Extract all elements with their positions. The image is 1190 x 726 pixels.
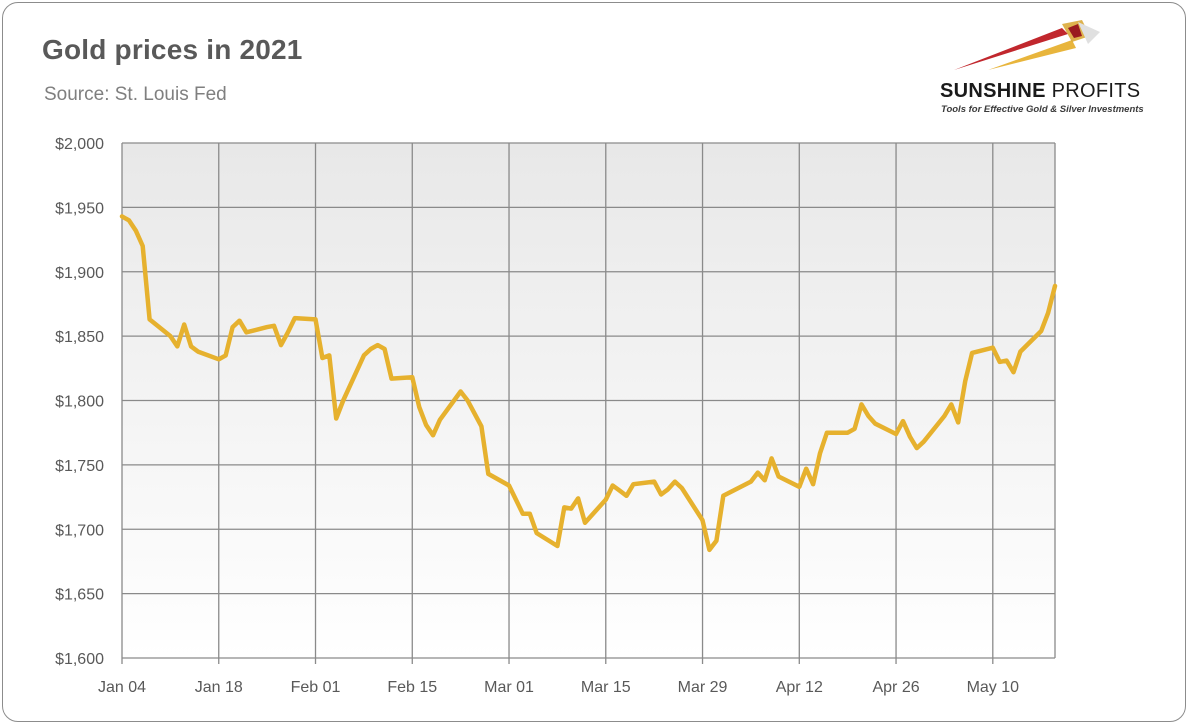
x-tick-label: Mar 29 xyxy=(678,679,728,696)
x-tick-label: Feb 15 xyxy=(387,679,437,696)
x-tick-label: May 10 xyxy=(967,679,1020,696)
y-axis-tick-labels: $1,600 $1,650 $1,700 $1,750 $1,800 $1,850 $1,9… xyxy=(55,136,104,668)
logo-name-part2: PROFITS xyxy=(1051,80,1141,102)
y-tick-label: $1,600 xyxy=(55,651,104,668)
logo-mark-icon xyxy=(954,20,1100,70)
x-tick-label: Jan 04 xyxy=(98,679,146,696)
series-layer xyxy=(119,214,1058,553)
x-tick-label: Mar 01 xyxy=(484,679,534,696)
x-gridlines xyxy=(121,143,1056,664)
chart-subtitle: Source: St. Louis Fed xyxy=(44,84,227,105)
y-tick-label: $1,800 xyxy=(55,394,104,411)
gold-price-line xyxy=(119,214,1058,553)
x-tick-label: Feb 01 xyxy=(291,679,341,696)
chart-title: Gold prices in 2021 xyxy=(42,34,303,65)
sunshine-profits-logo: SUNSHINE PROFITS Tools for Effective Gol… xyxy=(932,14,1178,122)
x-tick-label: Apr 12 xyxy=(776,679,823,696)
y-tick-label: $1,650 xyxy=(55,587,104,604)
x-axis-tick-labels: Jan 04 Jan 18 Feb 01 Feb 15 Mar 01 Mar 15 Mar … xyxy=(98,679,1019,696)
y-tick-label: $1,950 xyxy=(55,200,104,217)
x-tick-label: Mar 15 xyxy=(581,679,631,696)
y-tick-label: $2,000 xyxy=(55,136,104,153)
y-tick-label: $1,750 xyxy=(55,458,104,475)
logo-name-part1: SUNSHINE xyxy=(940,80,1046,102)
logo-tagline: Tools for Effective Gold & Silver Invest… xyxy=(941,104,1144,115)
y-tick-label: $1,850 xyxy=(55,329,104,346)
y-gridlines xyxy=(122,142,1055,659)
logo-name: SUNSHINE PROFITS xyxy=(940,80,1140,103)
y-tick-label: $1,900 xyxy=(55,265,104,282)
x-tick-label: Apr 26 xyxy=(872,679,919,696)
x-tick-label: Jan 18 xyxy=(195,679,243,696)
y-tick-label: $1,700 xyxy=(55,522,104,539)
